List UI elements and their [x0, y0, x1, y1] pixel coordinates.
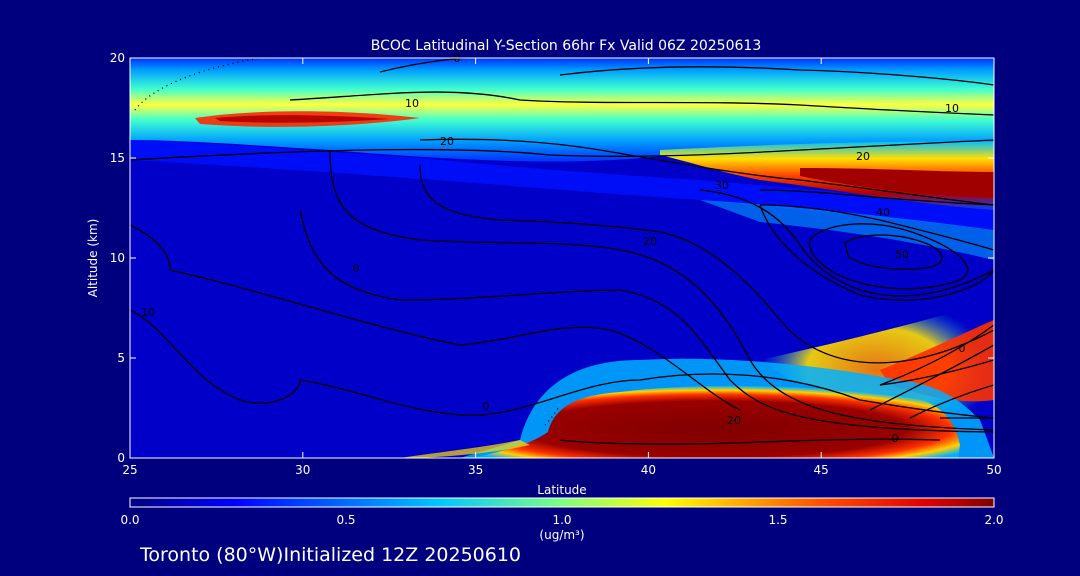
contour-line [809, 223, 969, 290]
colorbar-tick-label: 2.0 [984, 513, 1003, 527]
contour-lines [130, 58, 994, 445]
contour-label: 30 [715, 179, 729, 192]
contour-line [329, 149, 994, 431]
contour-line [844, 234, 943, 270]
contour-label: 20 [440, 135, 454, 148]
contour-line [299, 209, 994, 433]
y-tick-label: 5 [117, 351, 125, 365]
contour-line [379, 58, 994, 86]
contour-label: 40 [876, 206, 890, 219]
colorbar-units: (ug/m³) [539, 528, 584, 542]
x-tick-label: 40 [641, 463, 656, 477]
x-axis-label: Latitude [537, 483, 586, 497]
cyan-mid-haze [700, 200, 994, 260]
contour-line [869, 344, 994, 419]
contour-line [759, 189, 994, 206]
y-tick-label: 20 [110, 51, 125, 65]
contour-line-dotted [134, 58, 261, 111]
footer-text: Toronto (80°W)Initialized 12Z 20250610 [139, 544, 521, 566]
contour-label: 10 [405, 97, 419, 110]
upper-aerosol-band [130, 58, 994, 162]
contour-line [289, 91, 994, 116]
jet-aerosol-core [215, 115, 390, 123]
heatmap-field [130, 58, 994, 458]
chart-title: BCOC Latitudinal Y-Section 66hr Fx Valid… [371, 38, 761, 54]
contour-line [759, 204, 994, 301]
colorbar [129, 497, 995, 508]
x-tick-label: 35 [468, 463, 483, 477]
contour-label: 10 [141, 306, 155, 319]
contour-label: 20 [856, 150, 870, 163]
y-tick-label: 10 [110, 251, 125, 265]
contour-line [130, 309, 994, 419]
colorbar-tick-label: 0.0 [120, 513, 139, 527]
contour-label: 0 [959, 342, 966, 355]
colorbar-ticks: 0.0 0.5 1.0 1.5 2.0 [120, 513, 1003, 527]
contour-line [699, 189, 994, 297]
colorbar-tick-label: 0.5 [336, 513, 355, 527]
contour-line [130, 224, 741, 411]
y-tick-label: 0 [117, 451, 125, 465]
y-axis-label: Altitude (km) [86, 219, 100, 298]
x-tick-label: 50 [986, 463, 1001, 477]
contour-label: 0 [353, 262, 360, 275]
contour-label: 0 [892, 432, 899, 445]
x-tick-label: 30 [295, 463, 310, 477]
contour-label: 10 [945, 102, 959, 115]
contour-line [419, 164, 994, 364]
x-tick-label: 45 [814, 463, 829, 477]
contour-label: 0 [483, 400, 490, 413]
contour-label: 20 [643, 235, 657, 248]
contour-line [879, 324, 994, 386]
terrain-ribbon [400, 440, 530, 458]
contour-label: 50 [895, 248, 909, 261]
y-tick-label: 15 [110, 151, 125, 165]
x-axis: 25 30 35 40 45 50 [122, 58, 1002, 477]
colorbar-tick-label: 1.5 [768, 513, 787, 527]
x-tick-label: 25 [122, 463, 137, 477]
contour-line [419, 138, 994, 206]
contour-label: 20 [727, 414, 741, 427]
contour-line [559, 438, 941, 445]
y-axis: 0 5 10 15 20 [110, 51, 994, 465]
east-aerosol-core [800, 168, 994, 198]
contour-line [130, 139, 994, 161]
colorbar-tick-label: 1.0 [552, 513, 571, 527]
